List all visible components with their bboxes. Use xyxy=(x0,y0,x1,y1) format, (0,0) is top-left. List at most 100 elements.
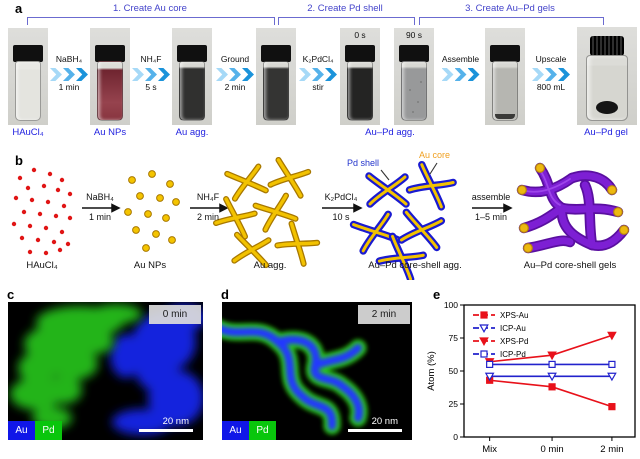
chevron-arrow-icon xyxy=(526,68,576,81)
vial-cap xyxy=(13,45,43,62)
vial-photo-90s: 90 s xyxy=(394,28,434,125)
svg-text:XPS-Au: XPS-Au xyxy=(500,311,528,320)
vial-cap xyxy=(261,45,291,62)
panel-b-schematic xyxy=(11,156,630,280)
vial-photo-ground xyxy=(256,28,296,125)
au-nps-icon xyxy=(124,170,180,252)
rx3-time: 10 s xyxy=(332,212,350,222)
pd-shell-annotation: Pd shell xyxy=(347,158,380,168)
panel-b-letter: b xyxy=(15,153,23,168)
chevron-arrow-icon xyxy=(130,68,172,81)
svg-text:Atom (%): Atom (%) xyxy=(426,351,437,391)
time-label: 2 min xyxy=(224,82,246,92)
product-label-haucl4: HAuCl₄ xyxy=(12,127,44,138)
vial-cap xyxy=(399,45,429,62)
rx4-reagent: assemble xyxy=(471,192,511,202)
aupd-core-shell-agg-icon xyxy=(349,160,457,280)
vial-liquid xyxy=(179,61,205,121)
reagent-label: NH₄F xyxy=(140,54,162,64)
stage-label-haucl4: HAuCl₄ xyxy=(26,260,58,271)
vial-liquid xyxy=(97,61,123,121)
product-label-au-nps: Au NPs xyxy=(93,127,127,138)
time-tag-0s: 0 s xyxy=(354,30,366,40)
eds-map-2min-image xyxy=(222,302,412,440)
svg-text:Mix: Mix xyxy=(482,444,497,455)
au-legend-swatch: Au xyxy=(8,421,35,440)
au-legend-swatch: Au xyxy=(222,421,249,440)
chevron-arrow-icon xyxy=(436,68,485,81)
au-agg-icon xyxy=(213,156,321,269)
svg-text:2 min: 2 min xyxy=(600,444,623,455)
process-arrow-ground: Ground 2 min xyxy=(214,54,256,96)
panel-d-letter: d xyxy=(221,287,229,302)
stage-label-core-shell-agg: Au–Pd core-shell agg. xyxy=(368,260,462,271)
svg-text:ICP-Au: ICP-Au xyxy=(500,324,526,333)
svg-text:0: 0 xyxy=(453,432,458,442)
time-label xyxy=(436,83,485,96)
svg-text:50: 50 xyxy=(449,366,459,376)
time-label: 800 mL xyxy=(536,82,566,92)
stage-label-au-nps: Au NPs xyxy=(133,260,167,271)
process-arrow-k2pdcl4: K₂PdCl₄ stir xyxy=(296,54,340,96)
stage-label-core-shell-gels: Au–Pd core-shell gels xyxy=(523,260,617,271)
svg-text:ICP-Pd: ICP-Pd xyxy=(500,350,526,359)
svg-text:75: 75 xyxy=(449,333,459,343)
eds-map-0min: 0 min Au Pd 20 nm xyxy=(8,302,203,440)
pd-legend-swatch: Pd xyxy=(35,421,62,440)
haucl4-dots-icon xyxy=(11,167,73,256)
time-label: 1 min xyxy=(58,82,80,92)
vial-cap xyxy=(590,36,624,56)
gel-blob xyxy=(596,101,618,114)
step-3-bracket xyxy=(419,17,604,25)
rx2-time: 2 min xyxy=(196,212,219,222)
pd-signal xyxy=(10,304,142,429)
product-label-au-agg: Au agg. xyxy=(175,127,209,138)
svg-text:25: 25 xyxy=(449,399,459,409)
atom-percent-chart: 0 25 50 75 100 Mix 0 min 2 min Atom (%) XPS-Au ICP… xyxy=(426,300,636,455)
eds-map-0min-image xyxy=(8,302,203,440)
stage-label-au-agg: Au agg. xyxy=(253,260,287,271)
au-signal xyxy=(110,304,203,435)
vial-liquid xyxy=(347,61,373,121)
vial-cap xyxy=(490,45,520,62)
vial-photo-haucl4 xyxy=(8,28,48,125)
time-tag-90s: 90 s xyxy=(405,30,423,40)
chevron-arrow-icon xyxy=(48,68,90,81)
reagent-label: Upscale xyxy=(535,54,567,64)
step-2-label: 2. Create Pd shell xyxy=(307,3,383,14)
scale-bar xyxy=(139,428,193,432)
process-arrow-nabh4: NaBH₄ 1 min xyxy=(48,54,90,96)
scale-bar-label: 20 nm xyxy=(162,416,189,427)
vial-cap xyxy=(345,45,375,62)
reaction-arrows xyxy=(82,203,513,213)
reagent-label: K₂PdCl₄ xyxy=(302,54,334,64)
vial-liquid xyxy=(492,61,518,121)
vial-liquid xyxy=(263,61,289,121)
step-1-label: 1. Create Au core xyxy=(113,3,187,14)
pd-legend-swatch: Pd xyxy=(249,421,276,440)
panel-a-letter: a xyxy=(15,1,23,16)
panel-e-letter: e xyxy=(433,287,441,302)
vial-photo-aupd-gel xyxy=(577,27,637,125)
time-label: 5 s xyxy=(145,82,157,92)
reagent-label: Assemble xyxy=(441,54,480,64)
process-arrow-assemble: Assemble xyxy=(436,54,485,96)
time-badge-0min: 0 min xyxy=(149,305,201,324)
element-legend: Au Pd xyxy=(222,421,276,440)
step-1-bracket xyxy=(27,17,275,25)
rx1-time: 1 min xyxy=(88,212,111,222)
au-core-annotation: Au core xyxy=(419,150,451,160)
element-legend: Au Pd xyxy=(8,421,62,440)
vial-photo-au-nps xyxy=(90,28,130,125)
vial-cap xyxy=(177,45,207,62)
svg-text:0 min: 0 min xyxy=(540,444,563,455)
product-label-aupd-agg: Au–Pd agg. xyxy=(365,127,415,138)
scale-bar xyxy=(348,428,402,432)
eds-map-2min: 2 min Au Pd 20 nm xyxy=(222,302,412,440)
gold-tips xyxy=(517,163,629,253)
svg-text:XPS-Pd: XPS-Pd xyxy=(500,337,528,346)
product-label-aupd-gel: Au–Pd gel xyxy=(584,127,628,138)
rx1-reagent: NaBH₄ xyxy=(86,192,114,202)
sediment xyxy=(495,114,515,119)
